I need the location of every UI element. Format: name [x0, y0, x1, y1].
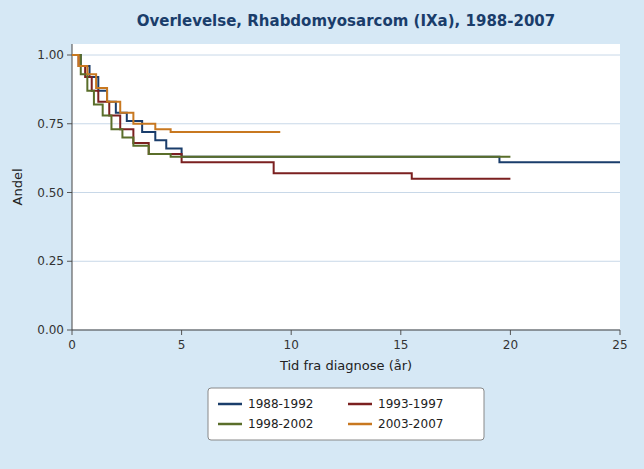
y-tick: [67, 123, 72, 124]
legend-label: 1993-1997: [378, 397, 443, 411]
x-axis-label: Tid fra diagnose (år): [279, 358, 412, 373]
x-tick: [510, 330, 511, 335]
y-tick-label: 1.00: [37, 48, 64, 62]
legend-swatch: [348, 423, 372, 426]
x-tick: [291, 330, 292, 335]
title: Overlevelse, Rhabdomyosarcom (IXa), 1988…: [137, 12, 556, 30]
y-tick: [67, 330, 72, 331]
legend-swatch: [218, 423, 242, 426]
y-axis-label: Andel: [10, 169, 25, 206]
step-line: [72, 55, 620, 162]
series-group: [72, 55, 620, 179]
y-tick: [67, 55, 72, 56]
y-tick: [67, 261, 72, 262]
y-tick-label: 0.75: [37, 117, 64, 131]
x-tick: [181, 330, 182, 335]
y-tick: [67, 192, 72, 193]
x-tick-label: 10: [284, 338, 299, 352]
grid-line: [72, 192, 620, 193]
x-axis-line: [72, 330, 620, 331]
x-tick-label: 5: [178, 338, 186, 352]
y-tick-label: 0.00: [37, 323, 64, 337]
legend-swatch: [218, 403, 242, 406]
x-tick-label: 25: [612, 338, 627, 352]
x-tick-label: 20: [503, 338, 518, 352]
y-tick-label: 0.25: [37, 254, 64, 268]
page: {"chart_data": { "type": "step", "title"…: [0, 0, 644, 469]
x-tick: [620, 330, 621, 335]
legend-box: [208, 388, 484, 440]
grid-line: [72, 261, 620, 262]
x-tick: [400, 330, 401, 335]
plot-area: [72, 44, 620, 330]
grid-line: [72, 55, 620, 56]
y-tick-label: 0.50: [37, 186, 64, 200]
x-tick-label: 0: [68, 338, 76, 352]
step-line: [72, 55, 510, 179]
step-line: [72, 55, 280, 132]
legend-swatch: [348, 403, 372, 406]
chart: Overlevelse, Rhabdomyosarcom (IXa), 1988…: [0, 0, 644, 469]
grid-line: [72, 330, 620, 331]
x-tick: [72, 330, 73, 335]
step-line: [72, 55, 510, 157]
x-tick-label: 15: [393, 338, 408, 352]
legend-label: 2003-2007: [378, 417, 443, 431]
y-axis-line: [72, 44, 73, 330]
legend: 1988-1992 1993-1997 1998-2002 2003-2007: [208, 388, 484, 440]
legend-label: 1988-1992: [248, 397, 313, 411]
legend-label: 1998-2002: [248, 417, 313, 431]
